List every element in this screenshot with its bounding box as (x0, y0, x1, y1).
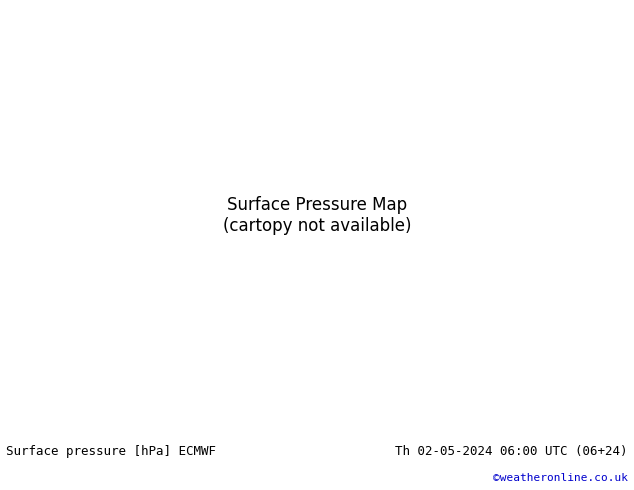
Text: ©weatheronline.co.uk: ©weatheronline.co.uk (493, 473, 628, 483)
Text: Surface pressure [hPa] ECMWF: Surface pressure [hPa] ECMWF (6, 445, 216, 458)
Text: Surface Pressure Map
(cartopy not available): Surface Pressure Map (cartopy not availa… (223, 196, 411, 235)
Text: Th 02-05-2024 06:00 UTC (06+24): Th 02-05-2024 06:00 UTC (06+24) (395, 445, 628, 458)
